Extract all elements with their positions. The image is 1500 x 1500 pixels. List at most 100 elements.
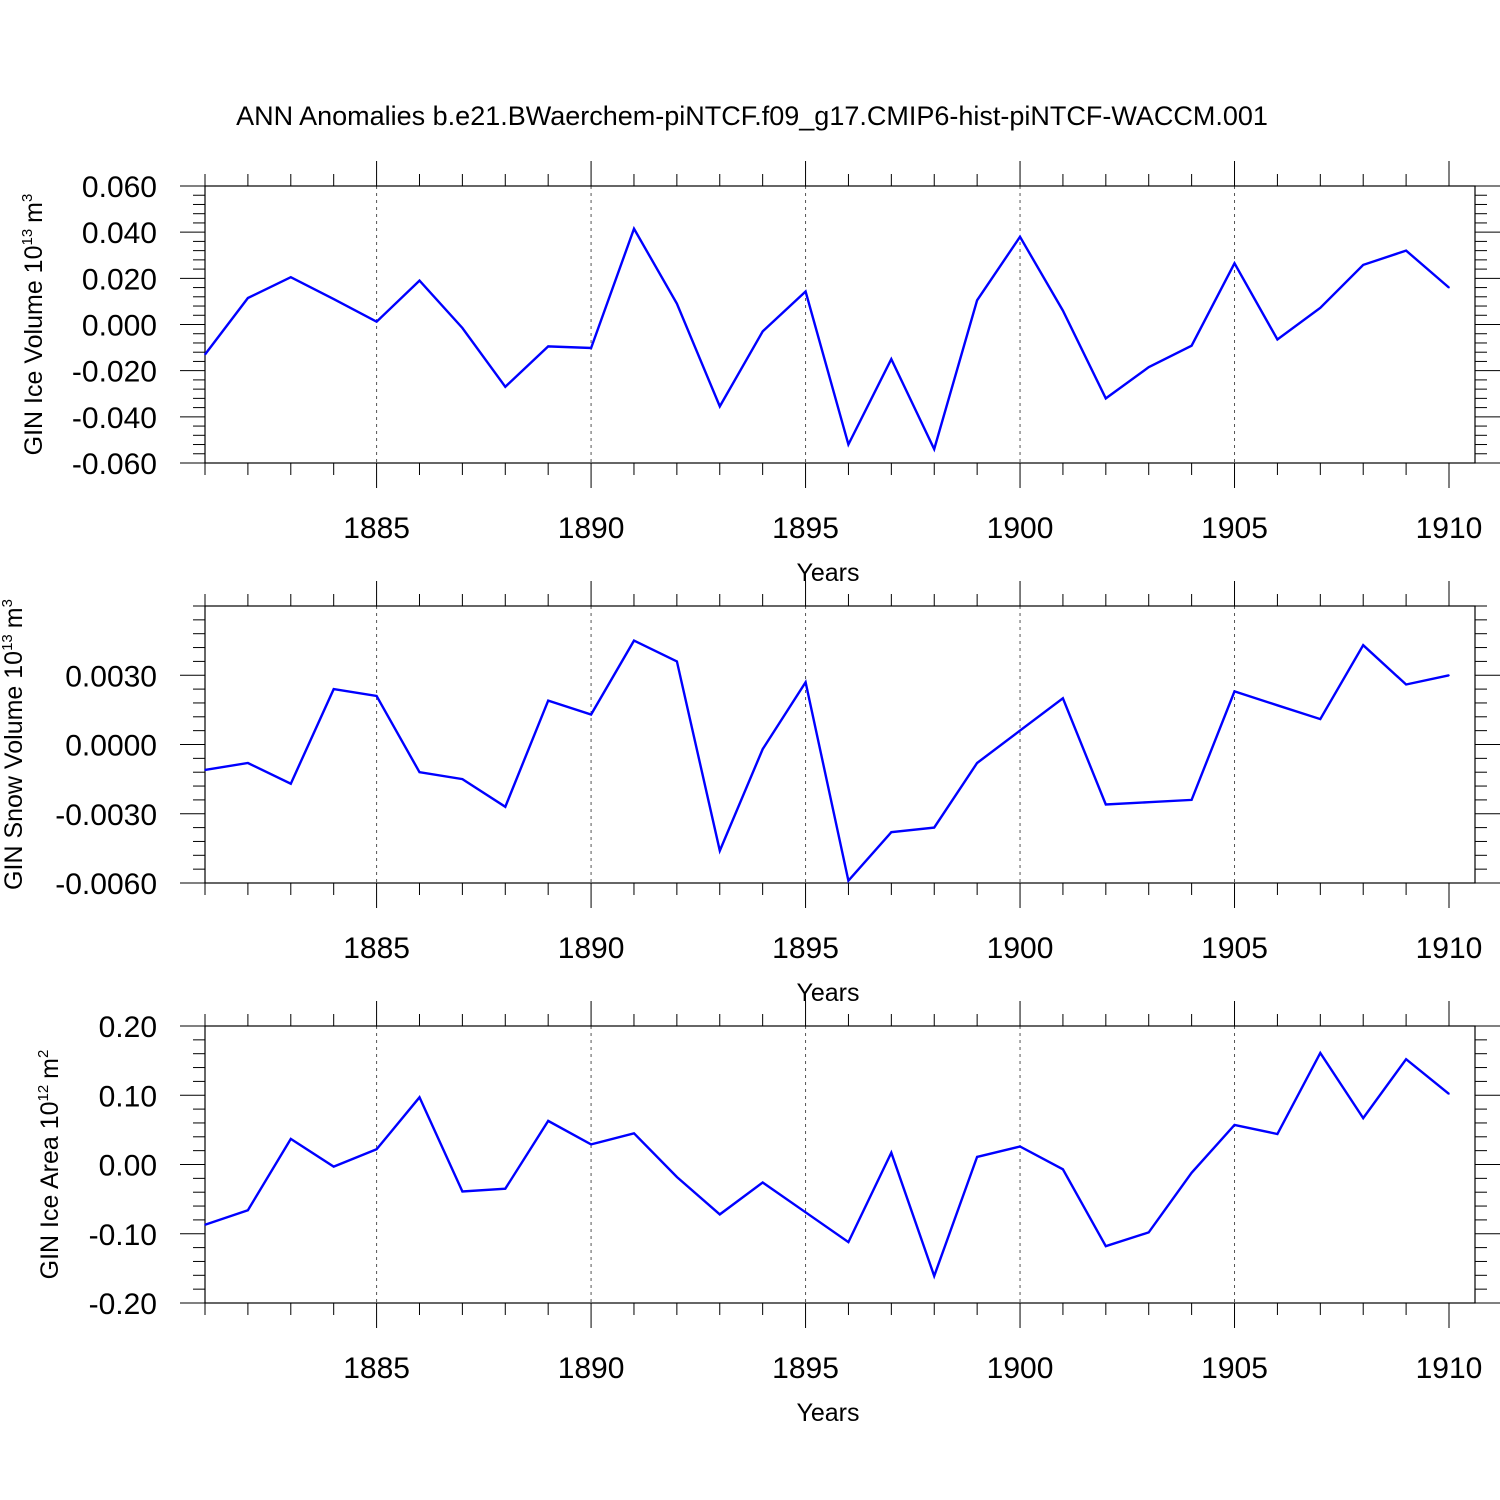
x-tick-label: 1885	[343, 932, 410, 965]
y-tick-label: -0.10	[89, 1219, 157, 1252]
x-tick-label: 1905	[1201, 512, 1268, 545]
x-tick-label: 1900	[987, 1352, 1054, 1385]
data-point	[418, 279, 421, 282]
y-tick-label: -0.0060	[55, 868, 157, 901]
data-point	[1448, 1093, 1450, 1095]
data-point	[847, 443, 850, 446]
data-point	[1276, 1133, 1279, 1135]
data-point	[933, 826, 936, 829]
x-tick-label: 1910	[1416, 932, 1483, 965]
plot-frame	[204, 1025, 1476, 1304]
y-tick-label: -0.060	[72, 448, 157, 481]
data-point	[1319, 1052, 1322, 1054]
data-point	[804, 1211, 807, 1214]
data-point	[1190, 1172, 1193, 1174]
data-point	[1147, 366, 1150, 369]
data-point	[247, 762, 249, 764]
data-point	[718, 405, 721, 408]
data-point	[504, 806, 507, 808]
data-point	[676, 1176, 678, 1178]
data-point	[1319, 718, 1322, 720]
data-point	[461, 1190, 464, 1193]
data-point	[804, 290, 807, 293]
x-tick-label: 1895	[772, 1352, 839, 1385]
series-line	[204, 639, 1450, 884]
y-axis-title: GIN Ice Area 1012m2	[35, 1050, 64, 1280]
data-point	[1190, 344, 1193, 347]
data-point	[1062, 309, 1064, 312]
data-point	[289, 782, 292, 785]
data-point	[847, 879, 850, 882]
panel-1: 0.060 0.040 0.020 0.000 -0.020 -0.040 -0.060 18…	[19, 161, 1500, 587]
data-point	[204, 769, 206, 771]
data-point	[1190, 799, 1193, 801]
data-point	[547, 345, 549, 348]
x-tick-label: 1895	[772, 512, 839, 545]
y-tick-label: 0.10	[99, 1080, 157, 1113]
panel-2: 0.0030 0.0000 -0.0030 -0.0060 1885 1890 1895 19…	[0, 581, 1500, 1007]
x-tick-label: 1890	[558, 512, 625, 545]
data-point	[1448, 286, 1450, 289]
data-point	[976, 762, 978, 764]
series-line	[204, 1050, 1450, 1280]
data-point	[204, 353, 206, 356]
y-axis-title: GIN Snow Volume 1013m3	[0, 599, 28, 890]
data-point	[761, 748, 764, 750]
x-axis-title: Years	[796, 1399, 859, 1427]
x-tick-label: 1900	[987, 932, 1054, 965]
data-point	[289, 276, 292, 278]
data-point	[1019, 235, 1021, 238]
data-point	[418, 1096, 421, 1099]
y-tick-label: 0.000	[82, 310, 157, 343]
data-point	[718, 1213, 721, 1216]
data-point	[718, 849, 721, 852]
data-point	[1362, 644, 1365, 647]
data-point	[375, 320, 378, 323]
x-tick-label: 1890	[558, 932, 625, 965]
data-point	[332, 688, 335, 690]
data-point	[461, 327, 464, 329]
data-point	[890, 831, 893, 834]
data-point	[547, 699, 549, 702]
y-tick-label: -0.0030	[55, 799, 157, 832]
data-point	[590, 1143, 592, 1146]
data-point	[1062, 697, 1064, 700]
data-point	[418, 771, 421, 773]
x-tick-label: 1885	[343, 512, 410, 545]
data-point	[1448, 674, 1450, 677]
data-point	[633, 639, 635, 642]
y-tick-label: 0.0000	[65, 730, 157, 763]
data-point	[247, 297, 249, 299]
data-point	[633, 1132, 635, 1135]
data-point	[1405, 683, 1407, 686]
data-point	[890, 358, 893, 360]
data-point	[1233, 1124, 1236, 1126]
data-point	[332, 298, 335, 300]
data-point	[933, 448, 936, 450]
y-tick-label: 0.00	[99, 1150, 157, 1183]
data-point	[1105, 803, 1107, 806]
data-point	[247, 1209, 249, 1212]
x-axis-title: Years	[796, 979, 859, 1007]
series-line	[204, 225, 1450, 453]
data-point	[1019, 729, 1021, 732]
data-point	[590, 713, 592, 716]
data-point	[204, 1223, 206, 1226]
y-tick-label: -0.040	[72, 402, 157, 435]
data-point	[1147, 801, 1150, 804]
data-point	[1019, 1145, 1021, 1148]
data-point	[375, 1148, 378, 1151]
x-tick-label: 1910	[1416, 1352, 1483, 1385]
y-tick-label: 0.060	[82, 171, 157, 204]
data-point	[504, 386, 507, 388]
data-point	[933, 1275, 936, 1277]
data-point	[847, 1241, 850, 1243]
data-point	[461, 778, 464, 780]
data-point	[1276, 338, 1279, 341]
data-point	[676, 660, 678, 663]
y-tick-label: 0.0030	[65, 660, 157, 693]
x-tick-label: 1885	[343, 1352, 410, 1385]
data-point	[1319, 307, 1322, 309]
panel-3: 0.20 0.10 0.00 -0.10 -0.20 1885 1890 1895 1900 19…	[35, 1001, 1500, 1427]
data-point	[1062, 1168, 1064, 1171]
